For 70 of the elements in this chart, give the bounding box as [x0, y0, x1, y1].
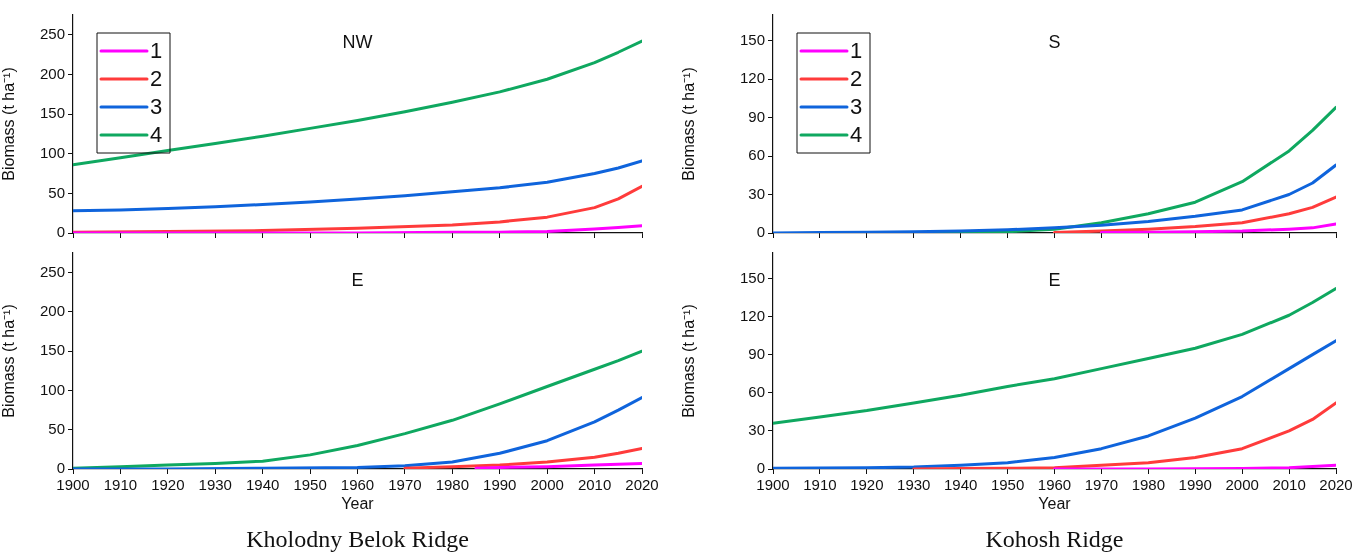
x-tick-label: 1900 — [756, 476, 790, 494]
x-tick-label: 2010 — [1272, 476, 1306, 494]
x-tick-label: 1910 — [803, 476, 837, 494]
x-tick-label: 1930 — [198, 476, 232, 494]
y-tick-label: 120 — [739, 306, 765, 324]
text: NW — [342, 31, 373, 52]
x-tick-label: 2000 — [530, 476, 564, 494]
x-tick-label: 1940 — [943, 476, 978, 494]
x-tick-label: 2010 — [577, 476, 612, 494]
legend-label: 3 — [150, 94, 163, 120]
legend-label: 1 — [850, 38, 863, 64]
y-tick-label: 50 — [48, 183, 65, 201]
x-tick-label: 1960 — [340, 476, 375, 494]
x-tick-label: 1950 — [990, 476, 1025, 494]
legend-label: 3 — [850, 94, 863, 120]
y-tick-label: 150 — [739, 30, 765, 48]
y-tick-label: 200 — [39, 64, 65, 82]
x-tick-label: 1930 — [897, 476, 931, 494]
x-tick-label: 1920 — [151, 476, 185, 494]
y-axis-title: Biomass (t ha⁻¹) — [0, 67, 18, 181]
y-tick-label: 100 — [39, 143, 65, 161]
y-axis-title: Biomass (t ha⁻¹) — [0, 304, 18, 418]
y-tick-label: 0 — [56, 223, 65, 241]
x-tick-label: 1950 — [293, 476, 327, 494]
x-tick-label: 1960 — [1037, 476, 1072, 494]
x-tick-label: 2020 — [1319, 476, 1353, 494]
legend-label: 2 — [850, 66, 863, 92]
y-tick-label: 30 — [748, 421, 765, 439]
y-tick-label: 30 — [748, 184, 765, 202]
y-axis-title: Biomass (t ha⁻¹) — [680, 304, 698, 418]
x-tick-label: 1980 — [435, 476, 470, 494]
y-tick-label: 120 — [739, 69, 765, 87]
x-tick-label: 1940 — [245, 476, 280, 494]
text: S — [1048, 31, 1061, 52]
y-tick-label: 150 — [39, 341, 65, 359]
legend-label: 1 — [150, 38, 163, 64]
y-tick-label: 60 — [748, 382, 765, 400]
y-axis-title: Biomass (t ha⁻¹) — [680, 67, 698, 181]
y-tick-label: 100 — [39, 380, 65, 398]
x-tick-label: 1970 — [388, 476, 422, 494]
x-tick-label: 1970 — [1084, 476, 1119, 494]
x-tick-label: 2020 — [625, 476, 659, 494]
y-tick-label: 250 — [39, 24, 65, 42]
y-tick-label: 90 — [748, 107, 765, 125]
x-tick-label: 1900 — [56, 476, 90, 494]
y-tick-label: 150 — [739, 268, 765, 286]
y-tick-label: 0 — [756, 223, 765, 241]
legend-label: 4 — [150, 122, 163, 148]
x-tick-label: 1980 — [1131, 476, 1166, 494]
text: E — [351, 269, 364, 290]
text: E — [1048, 269, 1061, 290]
y-tick-label: 200 — [39, 302, 65, 320]
x-tick-label: 2000 — [1225, 476, 1259, 494]
x-axis-title: Year — [341, 494, 375, 512]
y-tick-label: 90 — [748, 344, 765, 362]
x-tick-label: 1990 — [483, 476, 517, 494]
y-tick-label: 250 — [39, 262, 65, 280]
y-tick-label: 50 — [48, 419, 65, 437]
x-tick-label: 1920 — [850, 476, 884, 494]
legend-label: 4 — [850, 122, 863, 148]
y-tick-label: 150 — [39, 104, 65, 122]
x-tick-label: 1990 — [1178, 476, 1212, 494]
x-tick-label: 1910 — [103, 476, 138, 494]
x-axis-title: Year — [1038, 494, 1072, 512]
legend-label: 2 — [150, 66, 163, 92]
y-tick-label: 0 — [756, 459, 765, 477]
text: Kohosh Ridge — [984, 526, 1125, 553]
text: Kholodny Belok Ridge — [245, 526, 470, 553]
y-tick-label: 60 — [748, 146, 765, 164]
y-tick-label: 0 — [56, 459, 65, 477]
